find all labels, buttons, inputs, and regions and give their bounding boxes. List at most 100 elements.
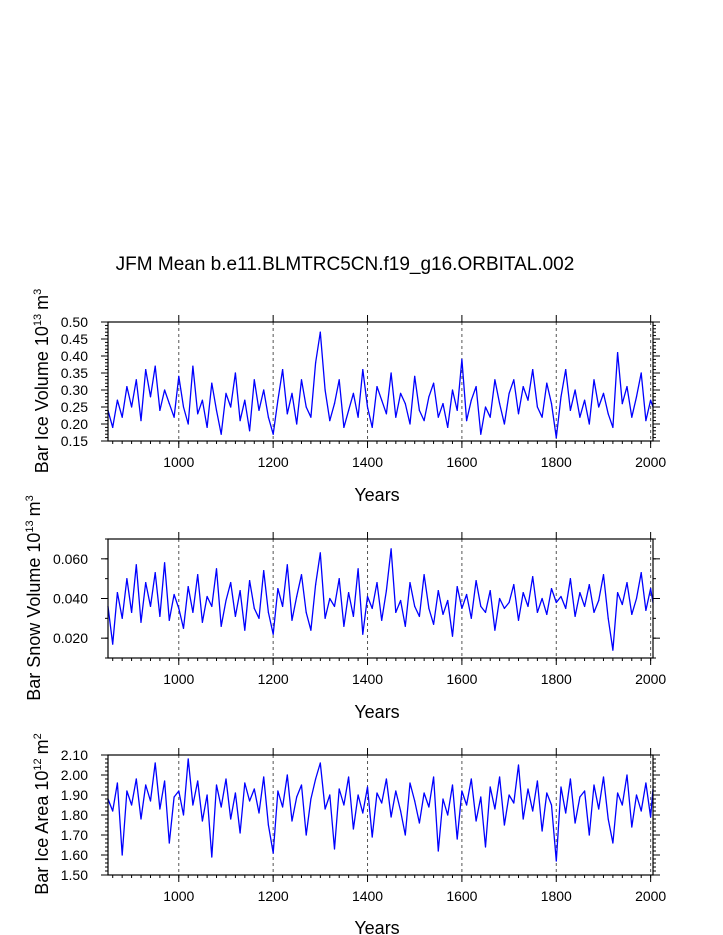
ylabel-ice-volume-exp1: 13 xyxy=(32,314,44,326)
data-point xyxy=(456,586,458,588)
data-point xyxy=(239,420,241,422)
data-point xyxy=(626,386,628,388)
data-point xyxy=(348,409,350,411)
data-point xyxy=(598,808,600,810)
svg-text:Bar Ice Volume 1013m3: Bar Ice Volume 1013 m3 xyxy=(32,289,52,473)
data-point xyxy=(475,580,477,582)
x-tick-label: 1800 xyxy=(541,888,572,904)
data-point xyxy=(244,629,246,631)
y-tick-label: 2.10 xyxy=(61,747,88,763)
ylabel-snow-volume-exp2: 3 xyxy=(24,495,36,501)
data-point xyxy=(517,413,520,415)
data-point xyxy=(409,582,411,584)
data-point xyxy=(267,824,269,826)
data-point xyxy=(154,572,156,574)
panel-snow-volume: Bar Snow Volume 1013m3 1000 1200 1400 1600 1… xyxy=(24,495,666,722)
data-point xyxy=(470,778,472,780)
data-point xyxy=(480,796,482,798)
data-point xyxy=(154,762,156,764)
data-point xyxy=(300,379,303,381)
data-point xyxy=(234,372,236,374)
data-point xyxy=(159,615,161,618)
y-tick-label: 0.50 xyxy=(61,314,88,330)
y-tick-label: 1.70 xyxy=(61,827,88,843)
data-point xyxy=(499,403,501,405)
panel-ice-area: Bar Ice Area 1012 m2 1000 1200 1400 1600 1800… xyxy=(32,733,666,935)
xlabel-ice-volume: Years xyxy=(354,485,399,505)
data-point xyxy=(423,420,425,422)
data-point xyxy=(555,437,557,439)
data-point xyxy=(404,834,406,836)
data-point xyxy=(197,780,199,782)
data-point xyxy=(324,617,326,619)
data-point xyxy=(527,605,529,608)
data-point xyxy=(546,792,548,794)
data-point xyxy=(168,842,170,844)
data-point xyxy=(617,792,619,794)
data-point xyxy=(126,386,128,388)
data-point xyxy=(555,860,557,862)
data-point xyxy=(480,433,482,435)
data-point xyxy=(206,794,208,796)
data-point xyxy=(352,828,354,830)
data-point xyxy=(282,806,284,808)
data-point xyxy=(470,399,472,401)
data-point xyxy=(574,615,576,618)
data-point xyxy=(145,369,147,371)
data-point xyxy=(442,798,444,800)
data-point xyxy=(418,409,420,411)
y-tick-label: 0.30 xyxy=(61,382,88,398)
data-point xyxy=(494,808,496,810)
data-point xyxy=(550,588,553,590)
data-point xyxy=(484,406,487,408)
data-point xyxy=(366,595,369,598)
data-point xyxy=(466,593,468,596)
data-point xyxy=(381,399,383,401)
data-point xyxy=(173,416,175,418)
data-point xyxy=(145,784,147,786)
data-point xyxy=(385,413,387,415)
data-point xyxy=(565,812,567,814)
x-tick-label: 1200 xyxy=(258,454,289,470)
data-point xyxy=(112,810,114,812)
x-tick-label: 1600 xyxy=(446,454,477,470)
data-point xyxy=(116,592,118,594)
data-point xyxy=(390,548,392,550)
data-point xyxy=(400,810,402,812)
data-point xyxy=(598,599,600,602)
data-point xyxy=(201,621,203,623)
y-tick-label: 0.40 xyxy=(61,348,88,364)
data-point xyxy=(451,784,454,786)
data-point xyxy=(381,802,383,804)
data-point xyxy=(140,818,142,820)
data-point xyxy=(489,416,491,418)
data-point xyxy=(626,774,628,776)
xlabel-snow-volume: Years xyxy=(354,702,399,722)
plot-area-ice-area: 1000 1200 1400 1600 1800 2000 1.50 1.60 1.70 1.80… xyxy=(61,747,667,904)
data-point xyxy=(631,826,633,828)
data-point xyxy=(371,426,373,428)
data-point xyxy=(192,365,194,367)
data-point xyxy=(484,846,487,848)
data-point xyxy=(164,562,166,564)
data-point xyxy=(588,834,590,836)
data-point xyxy=(451,635,454,637)
x-tick-label: 1800 xyxy=(541,671,572,687)
data-point xyxy=(357,568,359,570)
data-point xyxy=(267,611,269,614)
data-point xyxy=(168,403,170,405)
data-point xyxy=(258,617,260,619)
data-point xyxy=(305,834,307,836)
data-point xyxy=(192,804,194,806)
data-point xyxy=(126,578,128,580)
data-point xyxy=(433,776,435,778)
data-point xyxy=(319,762,321,764)
ylabel-ice-volume-main: Bar Ice Volume 10 xyxy=(32,326,52,473)
data-point xyxy=(621,804,623,806)
data-point xyxy=(640,572,642,574)
data-point xyxy=(621,603,623,606)
data-point xyxy=(182,406,185,408)
data-point xyxy=(593,784,595,786)
data-point xyxy=(645,609,647,612)
